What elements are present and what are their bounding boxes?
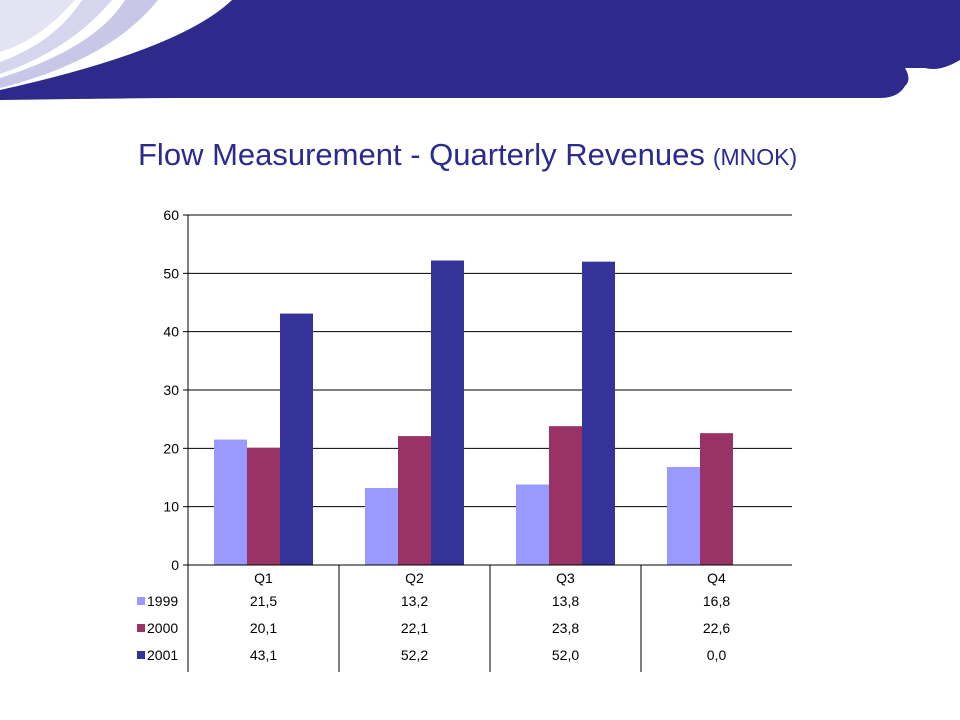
- legend-key-1999: [137, 597, 145, 605]
- table-value: 52,2: [401, 647, 428, 663]
- bars: [214, 260, 733, 565]
- banner-swoosh-3: [0, 0, 158, 88]
- roxar-logo: roxar: [788, 27, 899, 79]
- data-table: Q1 Q2 Q3 Q4 1999 21,5 13,2 13,8 16,8 2000 20,1 22,1…: [137, 565, 730, 672]
- y-tick-label: 50: [163, 265, 179, 281]
- table-value: 52,0: [552, 647, 579, 663]
- table-value: 21,5: [250, 593, 277, 609]
- y-tick-label: 10: [163, 499, 179, 515]
- legend-key-2001: [137, 651, 145, 659]
- bar-1999-q1: [214, 439, 247, 565]
- bar-2000-q3: [549, 426, 582, 565]
- title-text: Flow Measurement - Quarterly Revenues: [138, 137, 705, 172]
- x-tick-label: Q2: [405, 570, 424, 586]
- x-tick-label: Q4: [707, 570, 726, 586]
- x-tick-label: Q3: [556, 570, 575, 586]
- bar-2000-q4: [700, 433, 733, 565]
- bar-1999-q4: [667, 467, 700, 565]
- table-value: 23,8: [552, 620, 579, 636]
- banner-swoosh-1: [0, 0, 75, 52]
- page-title: Flow Measurement - Quarterly Revenues (MN…: [138, 137, 797, 173]
- table-value: 0,0: [707, 647, 727, 663]
- legend-label-1999: 1999: [147, 593, 178, 609]
- table-value: 16,8: [703, 593, 730, 609]
- y-tick-label: 0: [171, 557, 179, 573]
- bar-2000-q2: [398, 436, 431, 565]
- table-value: 20,1: [250, 620, 277, 636]
- legend-label-2000: 2000: [147, 620, 178, 636]
- y-tick-label: 60: [163, 207, 179, 223]
- y-tick-label: 20: [163, 440, 179, 456]
- legend-label-2001: 2001: [147, 647, 178, 663]
- banner-band: [0, 0, 960, 100]
- table-value: 43,1: [250, 647, 277, 663]
- bar-2001-q3: [582, 261, 615, 565]
- table-value: 13,2: [401, 593, 428, 609]
- banner-swoosh-2: [0, 0, 112, 74]
- header-banner: [0, 0, 960, 100]
- legend-key-2000: [137, 624, 145, 632]
- x-tick-label: Q1: [254, 570, 273, 586]
- bar-1999-q3: [516, 484, 549, 565]
- title-unit: (MNOK): [712, 144, 798, 170]
- bar-1999-q2: [365, 488, 398, 565]
- bar-2000-q1: [247, 447, 280, 565]
- y-tick-label: 40: [163, 324, 179, 340]
- table-value: 22,6: [703, 620, 730, 636]
- y-tick-label: 30: [163, 382, 179, 398]
- bar-2001-q2: [431, 260, 464, 565]
- table-value: 13,8: [552, 593, 579, 609]
- table-value: 22,1: [401, 620, 428, 636]
- bar-2001-q1: [280, 313, 313, 565]
